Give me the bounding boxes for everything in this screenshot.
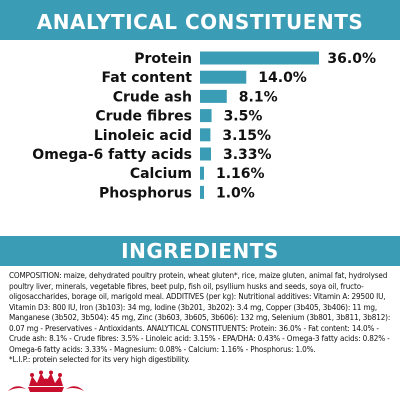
category-label: Omega-6 fatty acids xyxy=(32,147,192,163)
value-label: 14.0% xyxy=(258,70,307,86)
category-label: Linoleic acid xyxy=(94,128,192,144)
bar xyxy=(200,89,227,103)
value-label: 1.0% xyxy=(216,185,255,201)
category-label: Phosphorus xyxy=(99,185,192,201)
composition-footnote: *L.I.P.: protein selected for its very h… xyxy=(9,354,190,364)
value-label: 3.5% xyxy=(224,109,263,125)
royal-canin-crown-icon xyxy=(8,370,84,392)
value-label: 36.0% xyxy=(327,51,376,67)
bar xyxy=(200,147,212,161)
category-label: Crude fibres xyxy=(95,109,192,125)
section-header-ingredients: INGREDIENTS xyxy=(0,236,400,266)
bar xyxy=(200,128,211,142)
bar xyxy=(200,70,247,84)
composition-text-block: COMPOSITION: maize, dehydrated poultry p… xyxy=(9,270,395,365)
bar xyxy=(200,166,204,180)
category-label: Protein xyxy=(134,51,192,67)
category-label: Crude ash xyxy=(113,89,192,105)
value-label: 1.16% xyxy=(216,166,265,182)
bar xyxy=(200,51,319,65)
category-label: Calcium xyxy=(130,166,192,182)
value-label: 8.1% xyxy=(239,89,278,105)
value-label: 3.15% xyxy=(222,128,271,144)
bar xyxy=(200,109,212,123)
composition-text: COMPOSITION: maize, dehydrated poultry p… xyxy=(9,270,391,354)
section-header-analytical: ANALYTICAL CONSTITUENTS xyxy=(0,0,400,40)
bar xyxy=(200,185,204,199)
category-label: Fat content xyxy=(102,70,193,86)
value-label: 3.33% xyxy=(223,147,272,163)
constituents-bar-chart: Protein 36.0% Fat content 14.0% Crude ash 8.1… xyxy=(32,51,376,201)
